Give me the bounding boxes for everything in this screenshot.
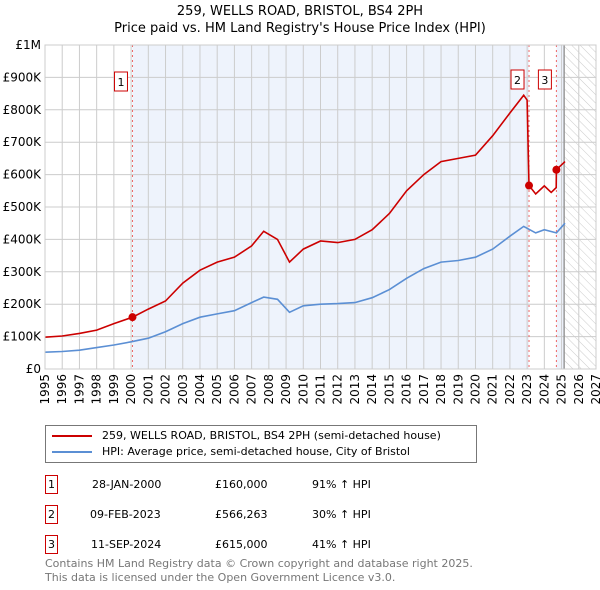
x-tick-label: 2027 <box>589 374 600 405</box>
x-tick-label: 2024 <box>537 374 551 405</box>
y-tick-label: £300K <box>3 265 43 279</box>
y-tick-label: £100K <box>3 330 43 344</box>
sale-badge: 2 <box>45 505 58 524</box>
sale-label: 3 <box>541 74 548 87</box>
x-tick-label: 2005 <box>210 374 224 405</box>
sale-point <box>552 165 561 174</box>
x-tick-label: 2022 <box>503 374 517 405</box>
sale-date: 28-JAN-2000 <box>92 478 162 491</box>
sale-row: 1 28-JAN-2000 £160,000 91% ↑ HPI <box>45 475 465 495</box>
sale-price: £566,263 <box>215 508 268 521</box>
x-tick-label: 2004 <box>193 374 207 405</box>
chart-title: 259, WELLS ROAD, BRISTOL, BS4 2PH <box>176 4 424 19</box>
hpi-line <box>44 222 566 353</box>
x-tick-label: 2026 <box>572 374 586 405</box>
x-tick-label: 1999 <box>107 374 121 405</box>
x-tick-label: 2003 <box>176 374 190 405</box>
x-tick-label: 2016 <box>400 374 414 405</box>
sale-label-box <box>113 71 128 92</box>
sale-label: 1 <box>117 76 124 89</box>
x-tick-label: 2019 <box>451 374 465 405</box>
x-tick-label: 1998 <box>90 374 104 405</box>
sale-badge: 1 <box>45 475 58 494</box>
legend-label-hpi: HPI: Average price, semi-detached house,… <box>102 445 410 458</box>
x-tick-label: 2001 <box>141 374 155 405</box>
plot-area: 1995 1996 1997 1998 1999 2000 2001 2002 2003 2004… <box>3 38 600 405</box>
plot-border <box>44 44 597 370</box>
x-tick-label: 2002 <box>159 374 173 405</box>
y-tick-label: £1M <box>15 38 41 52</box>
x-tick-label: 2008 <box>262 374 276 405</box>
y-tick-label: £700K <box>3 135 43 149</box>
x-tick-label: 2009 <box>279 374 293 405</box>
sale-price: £615,000 <box>215 538 268 551</box>
x-tick-label: 2014 <box>365 374 379 405</box>
sale-point <box>128 313 137 322</box>
y-tick-label: £900K <box>3 70 43 84</box>
footer: Contains HM Land Registry data © Crown c… <box>45 557 473 585</box>
footer-copyright: Contains HM Land Registry data © Crown c… <box>45 557 473 570</box>
property-price-line <box>44 93 566 338</box>
y-tick-label: £400K <box>3 232 43 246</box>
y-tick-label: £800K <box>3 103 43 117</box>
x-tick-label: 2000 <box>124 374 138 405</box>
sale-date: 09-FEB-2023 <box>90 508 161 521</box>
x-tick-label: 1995 <box>38 374 52 405</box>
sale-hpi: 30% ↑ HPI <box>312 508 371 521</box>
sale-point <box>525 181 534 190</box>
x-tick-label: 2011 <box>314 374 328 405</box>
x-tick-label: 2010 <box>296 374 310 405</box>
y-tick-label: £600K <box>3 168 43 182</box>
x-tick-label: 2017 <box>417 374 431 405</box>
x-tick-label: 1997 <box>72 374 86 405</box>
x-tick-label: 2025 <box>555 374 569 405</box>
sale-row: 3 11-SEP-2024 £615,000 41% ↑ HPI <box>45 535 465 555</box>
sale-label-box <box>510 69 525 90</box>
x-tick-label: 2013 <box>348 374 362 405</box>
y-tick-label: £200K <box>3 297 43 311</box>
legend-swatch-hpi <box>52 451 92 453</box>
footer-licence: This data is licensed under the Open Gov… <box>45 571 396 584</box>
sale-date: 11-SEP-2024 <box>91 538 162 551</box>
x-tick-label: 1996 <box>55 374 69 405</box>
sale-badge: 3 <box>45 535 58 554</box>
y-tick-label: £500K <box>3 200 43 214</box>
sale-hpi: 41% ↑ HPI <box>312 538 371 551</box>
legend-swatch-property <box>52 435 92 437</box>
x-tick-label: 2018 <box>434 374 448 405</box>
x-tick-label: 2007 <box>245 374 259 405</box>
legend: 259, WELLS ROAD, BRISTOL, BS4 2PH (semi-… <box>45 425 477 463</box>
sale-label: 2 <box>514 74 521 87</box>
chart-subtitle: Price paid vs. HM Land Registry's House … <box>114 21 486 36</box>
sale-row: 2 09-FEB-2023 £566,263 30% ↑ HPI <box>45 505 465 525</box>
y-tick-label: £0 <box>26 362 41 376</box>
x-tick-label: 2023 <box>520 374 534 405</box>
x-tick-label: 2006 <box>227 374 241 405</box>
x-tick-label: 2012 <box>331 374 345 405</box>
x-tick-label: 2021 <box>486 374 500 405</box>
sale-hpi: 91% ↑ HPI <box>312 478 371 491</box>
legend-label-property: 259, WELLS ROAD, BRISTOL, BS4 2PH (semi-… <box>102 429 441 442</box>
x-tick-label: 2020 <box>468 374 482 405</box>
sale-price: £160,000 <box>215 478 268 491</box>
sale-label-box <box>537 69 552 90</box>
x-tick-label: 2015 <box>382 374 396 405</box>
